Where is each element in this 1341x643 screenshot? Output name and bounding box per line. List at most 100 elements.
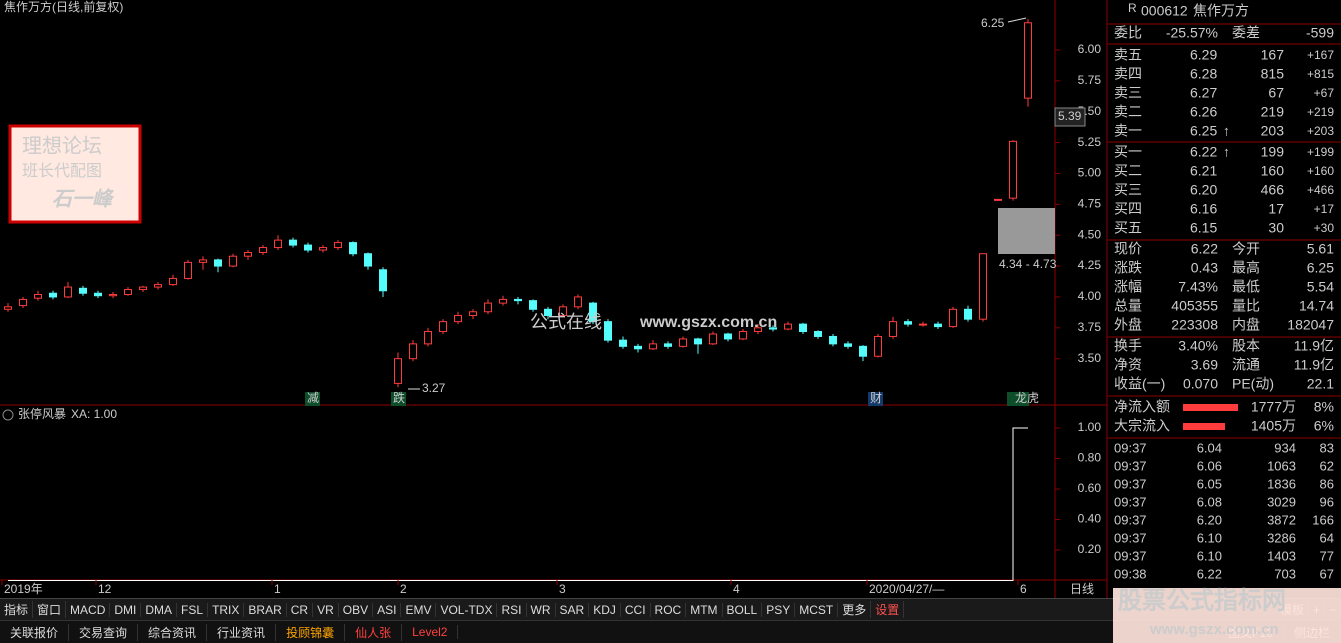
tab[interactable]: PSY [762,602,796,617]
book-vol: 219 [1261,104,1285,120]
tab[interactable]: ASI [373,602,402,617]
candle-body [289,239,297,246]
tab[interactable]: 仙人张 [345,623,403,641]
tab[interactable]: SAR [556,602,590,617]
stock-code: 000612 [1141,3,1188,19]
stat-label: 量比 [1232,298,1260,314]
flow-value: 1405万 [1251,418,1296,434]
tab[interactable]: + [1309,602,1325,617]
status-bar: 关联报价 交易查询 综合资讯 行业资讯 投顾锦囊 仙人张 Level2 图文F10 侧边栏 [0,620,1341,643]
trade-time: 09:37 [1114,458,1147,473]
tab[interactable]: OBV [339,602,374,617]
tab[interactable]: 交易查询 [69,623,139,641]
book-price: 6.29 [1190,47,1217,63]
candle-body [79,287,87,294]
book-label: 卖五 [1114,47,1142,63]
candle-body [529,300,537,310]
book-change: +203 [1307,124,1334,138]
candle-body [259,247,267,253]
stat-label: 股本 [1232,338,1260,354]
watermark: www.gszx.com.cn [639,314,777,331]
y-tick-label: 4.25 [1078,258,1102,272]
tab[interactable]: 指标 [0,601,34,618]
tab[interactable]: MTM [686,602,723,617]
badge: R [1128,1,1137,15]
indicator-toolbar: 指标 窗口 MACD DMI DMA FSL TRIX BRAR CR VR OBV ASI EMV VO… [0,598,1341,620]
tab[interactable]: KDJ [589,602,621,617]
candle-body [814,331,822,337]
tab[interactable]: 窗口 [33,601,67,618]
trade-vol: 3286 [1267,530,1296,545]
book-vol: 67 [1268,85,1284,101]
tab[interactable]: MACD [66,602,111,617]
book-price: 6.22 [1190,144,1217,160]
tab[interactable]: 更多 [838,601,872,618]
indicator-name: 张停风暴 [18,406,66,421]
candle-body [994,198,1002,201]
trade-price: 6.05 [1197,476,1222,491]
tab[interactable]: ROC [651,602,687,617]
tab[interactable]: 图文F10 [1218,623,1284,641]
y-tick-label: 4.50 [1078,227,1102,241]
candle-body [64,286,72,298]
candle-body [889,321,897,337]
tab[interactable]: 模板 [1276,601,1309,618]
book-vol: 30 [1268,220,1284,236]
range-label: 4.34 - 4.73 [999,257,1057,271]
candle-body [454,314,462,323]
tab[interactable]: BRAR [244,602,287,617]
tab[interactable]: CR [287,602,314,617]
tab[interactable]: Level2 [402,625,459,639]
book-label: 卖四 [1114,66,1142,82]
trade-vol: 703 [1274,566,1296,581]
candle-body [424,331,432,345]
tab[interactable]: 综合资讯 [138,623,208,641]
book-change: +30 [1314,221,1335,235]
candle-body [34,293,42,299]
event-marker-bg [868,392,883,406]
flow-bar [1183,404,1238,411]
tab[interactable]: 关联报价 [0,623,70,641]
y-tick-label: 0.20 [1078,542,1102,556]
low-label: 3.27 [422,381,446,395]
stat-label: 换手 [1114,338,1142,354]
tab[interactable]: CCI [621,602,651,617]
indicator-line [8,427,1028,581]
tab[interactable]: DMA [141,602,178,617]
stat-value: 5.54 [1307,279,1334,295]
watermark: 理想论坛 [22,134,102,157]
tab[interactable]: 侧边栏 [1284,623,1341,641]
tab[interactable]: 行业资讯 [207,623,277,641]
tab[interactable]: WR [527,602,556,617]
tab[interactable]: VR [313,602,339,617]
candle-body [964,308,972,320]
book-vol: 815 [1261,66,1285,82]
tab[interactable]: BOLL [723,602,763,617]
trade-vol: 3872 [1267,512,1296,527]
event-marker: 跌 [393,390,405,405]
tab[interactable]: RSI [497,602,527,617]
tab[interactable]: DMI [110,602,142,617]
book-arrow: ↑ [1223,144,1230,160]
tab[interactable]: MCST [795,602,839,617]
stat-value: 3.40% [1178,338,1218,354]
candle-body [664,343,672,347]
stat-value: 405355 [1171,298,1218,314]
stat-value: 0.070 [1183,376,1218,392]
candle-body [244,251,252,257]
tab[interactable]: 投顾锦囊 [276,623,346,641]
flow-label: 大宗流入 [1114,418,1170,434]
tab[interactable]: TRIX [208,602,245,617]
candle-body [619,339,627,347]
book-change: +466 [1307,183,1334,197]
tab[interactable]: 设置 [871,601,905,618]
tab[interactable]: FSL [177,602,209,617]
stat-value: 22.1 [1307,376,1334,392]
tab[interactable]: EMV [401,602,437,617]
trade-time: 09:37 [1114,476,1147,491]
tab[interactable]: − [1325,602,1341,617]
stat-label: 今开 [1232,241,1260,257]
date-label: 2 [400,582,407,596]
tab[interactable]: VOL-TDX [436,602,498,617]
candle-body [679,338,687,347]
